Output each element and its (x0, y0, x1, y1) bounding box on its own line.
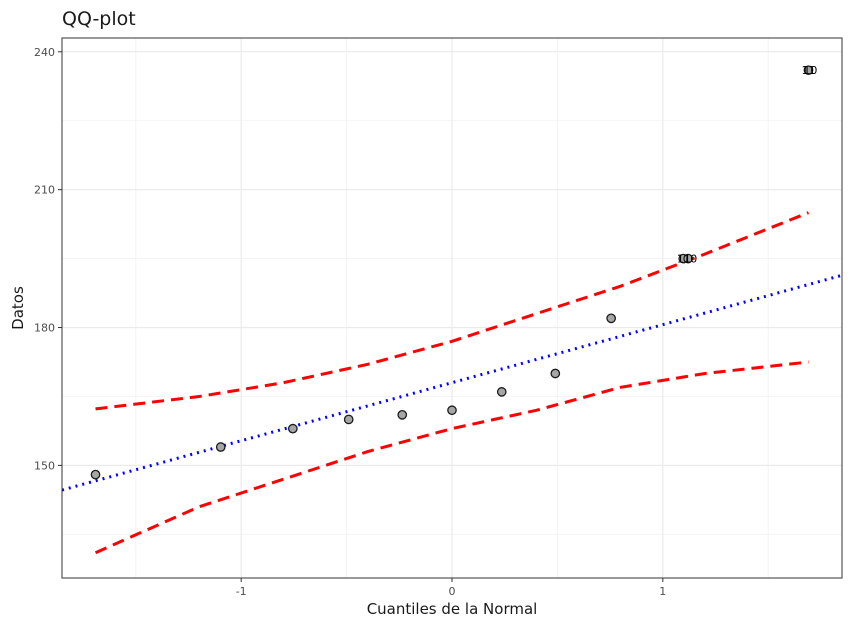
point-label-1: 10 (683, 253, 697, 266)
data-point-4 (397, 410, 408, 420)
reference-line-group (61, 273, 843, 492)
x-tick-label-2: 1 (659, 585, 666, 598)
data-point-2 (287, 423, 298, 434)
data-point-0 (90, 469, 101, 480)
chart-title: QQ-plot (62, 8, 136, 30)
x-tick-label-1: 0 (449, 585, 456, 598)
reference-line (61, 273, 843, 492)
data-point-8 (606, 313, 617, 324)
confidence-band-upper (95, 211, 810, 411)
x-axis-title: Cuantiles de la Normal (367, 600, 538, 618)
y-tick-label-2: 210 (34, 184, 55, 197)
data-point-6 (496, 387, 507, 397)
point-label-3: 10 (803, 64, 817, 77)
y-tick-label-3: 240 (34, 46, 55, 59)
point-label-0: 11 (677, 253, 691, 266)
y-axis-title: Datos (9, 286, 27, 330)
confidence-band-lower (94, 360, 809, 555)
data-point-11 (803, 65, 814, 76)
data-point-7 (550, 368, 561, 379)
data-point-10 (683, 253, 693, 264)
confidence-band (94, 211, 810, 555)
y-tick-label-1: 180 (34, 322, 55, 335)
data-point-5 (447, 405, 457, 416)
data-point-1 (215, 442, 226, 452)
data-points (90, 65, 814, 480)
axes: -1 0 1 150 180 210 240 (34, 46, 666, 598)
point-label-2: 11 (801, 64, 815, 77)
data-point-3 (343, 414, 354, 425)
x-tick-label-0: -1 (236, 585, 247, 598)
y-tick-label-0: 150 (34, 459, 55, 472)
